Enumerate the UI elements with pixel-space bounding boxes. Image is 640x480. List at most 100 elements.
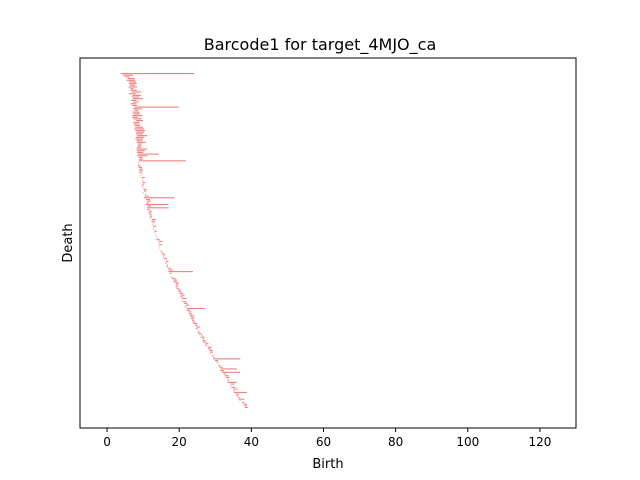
barcode-bar — [143, 190, 147, 192]
barcode-bar — [128, 93, 136, 95]
barcode-bar — [126, 79, 136, 81]
barcode-bar — [160, 249, 162, 251]
barcode-bar — [149, 217, 152, 219]
barcode-bar — [227, 381, 237, 383]
barcode-bar — [166, 266, 168, 268]
barcode-bar — [137, 155, 148, 157]
barcode-bar — [137, 143, 142, 145]
barcode-bar — [141, 177, 145, 179]
barcode-bar — [156, 237, 158, 239]
barcode-bar — [133, 113, 140, 115]
x-tick-label: 40 — [244, 435, 259, 449]
barcode-bar — [212, 354, 214, 357]
barcode-bar — [169, 274, 171, 276]
barcode-bar — [133, 121, 140, 123]
chart-title: Barcode1 for target_4MJO_ca — [204, 35, 437, 55]
barcode-bar — [210, 353, 211, 355]
barcode-bar — [161, 252, 164, 254]
barcode-bar — [140, 175, 142, 177]
barcode-bar — [132, 111, 140, 113]
barcode-bar — [153, 227, 154, 229]
barcode-bar — [200, 336, 205, 338]
barcode-bar — [244, 407, 248, 409]
barcode-bar — [145, 193, 147, 195]
barcode-bar — [180, 294, 185, 296]
barcode-bar — [146, 200, 151, 202]
barcode-bar — [138, 160, 186, 162]
barcode-bar — [179, 292, 184, 294]
barcode-bar — [196, 326, 200, 328]
barcode-bar — [131, 99, 137, 101]
barcode-bar — [152, 222, 154, 224]
x-tick-label: 100 — [456, 435, 479, 449]
barcode-bar — [156, 239, 160, 241]
barcode-bar — [122, 74, 134, 76]
barcode-bar — [222, 371, 241, 373]
barcode-bar — [136, 151, 144, 153]
barcode-bar — [142, 178, 143, 180]
barcode-bar — [138, 161, 139, 164]
barcode-bar — [186, 307, 205, 310]
barcode-bar — [238, 396, 240, 399]
barcode-bar — [189, 314, 194, 316]
barcode-bar — [159, 244, 163, 246]
x-tick-label: 120 — [528, 435, 551, 449]
barcode-bar — [175, 286, 178, 288]
barcode-bar — [184, 306, 187, 308]
barcode-bar — [215, 360, 218, 362]
barcode-bar — [141, 185, 144, 187]
barcode-bar — [137, 145, 142, 147]
barcode-bar — [147, 205, 152, 207]
barcode-bar — [186, 309, 191, 311]
barcode-bar — [233, 390, 235, 392]
barcode-bar — [136, 140, 143, 142]
barcode-bar — [130, 88, 134, 90]
barcode-bar — [132, 116, 138, 118]
barcode-bar — [135, 138, 143, 140]
plot-area — [80, 58, 576, 428]
x-tick-label: 80 — [388, 435, 403, 449]
barcode-bar — [130, 103, 136, 105]
barcode-bar — [176, 287, 179, 289]
x-tick-label: 60 — [316, 435, 331, 449]
barcode-bar — [138, 163, 140, 165]
barcode-bar — [207, 346, 212, 348]
barcode-bar — [136, 150, 145, 152]
barcode-bar — [205, 344, 207, 346]
barcode-bar — [201, 334, 203, 336]
barcode-bar — [175, 284, 179, 286]
barcode-bar — [198, 329, 200, 331]
barcode-bar — [134, 109, 139, 112]
barcode-bar — [154, 234, 156, 236]
barcode-bar — [198, 333, 202, 335]
barcode-bar — [216, 361, 218, 363]
barcode-bar — [142, 183, 144, 185]
barcode-bar — [184, 302, 188, 305]
barcode-bar — [150, 215, 153, 217]
barcode-bar — [135, 133, 143, 135]
barcode-bar — [156, 235, 158, 237]
barcode-bar — [139, 170, 143, 172]
barcode-bar — [173, 281, 178, 283]
barcode-bar — [227, 380, 229, 382]
barcode-bar — [139, 172, 142, 174]
barcode-bar — [224, 375, 229, 377]
barcode-bar — [171, 277, 176, 279]
barcode-bar — [244, 405, 248, 407]
barcode-bar — [203, 341, 207, 343]
barcode-bar — [159, 242, 160, 244]
barcode-bar — [210, 351, 214, 353]
barcode-bar — [171, 276, 173, 278]
barcode-bar — [158, 245, 160, 247]
barcode-bar — [143, 188, 147, 190]
barcode-bar — [231, 386, 236, 388]
barcode-bar — [169, 272, 172, 274]
barcode-bar — [135, 136, 145, 138]
barcode-bar — [148, 212, 152, 214]
barcode-bar — [185, 304, 189, 306]
barcode-bar — [133, 98, 144, 100]
barcode-bar — [193, 323, 198, 325]
barcode-bar — [219, 366, 223, 368]
barcode-bar — [233, 388, 238, 390]
